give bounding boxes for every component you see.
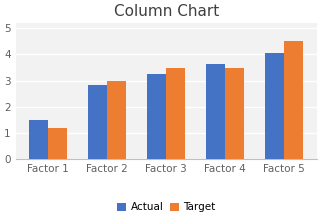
Title: Column Chart: Column Chart <box>114 4 219 19</box>
Bar <box>265 53 284 159</box>
Bar <box>88 85 107 159</box>
Bar <box>225 68 244 159</box>
Legend: Actual, Target: Actual, Target <box>117 202 215 212</box>
Bar <box>29 120 48 159</box>
Bar <box>48 128 67 159</box>
Bar <box>107 81 126 159</box>
Bar <box>147 74 166 159</box>
Bar <box>166 68 185 159</box>
Bar <box>206 64 225 159</box>
Bar <box>284 41 303 159</box>
